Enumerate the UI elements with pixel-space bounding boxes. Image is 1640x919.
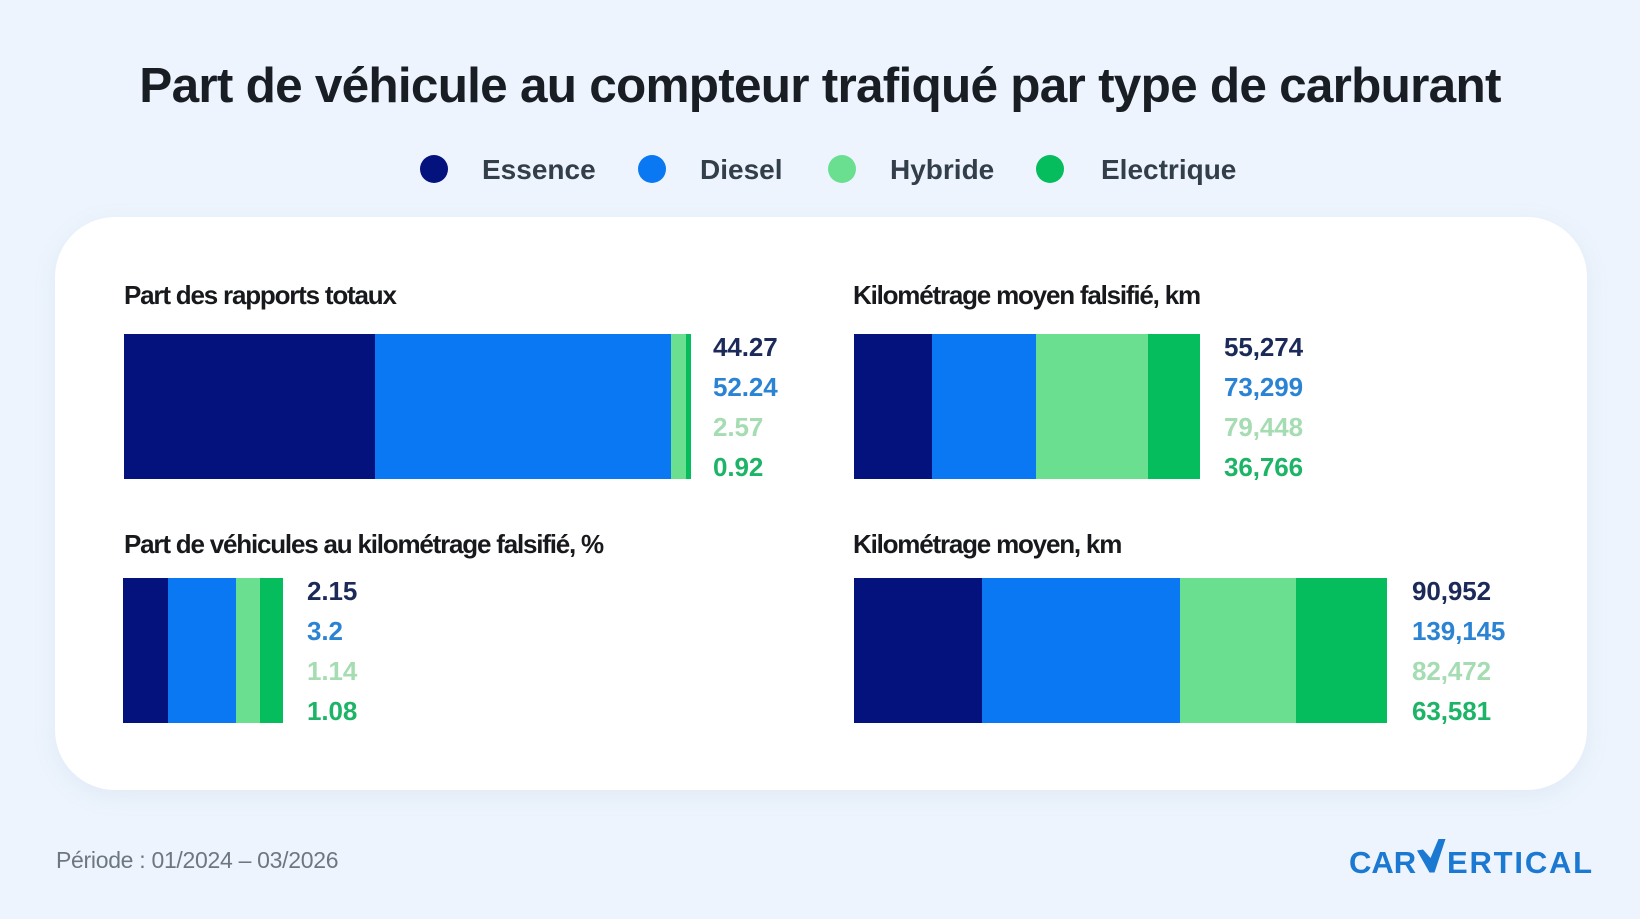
svg-text:ERTICAL: ERTICAL xyxy=(1447,845,1594,880)
svg-text:CAR: CAR xyxy=(1349,845,1416,880)
